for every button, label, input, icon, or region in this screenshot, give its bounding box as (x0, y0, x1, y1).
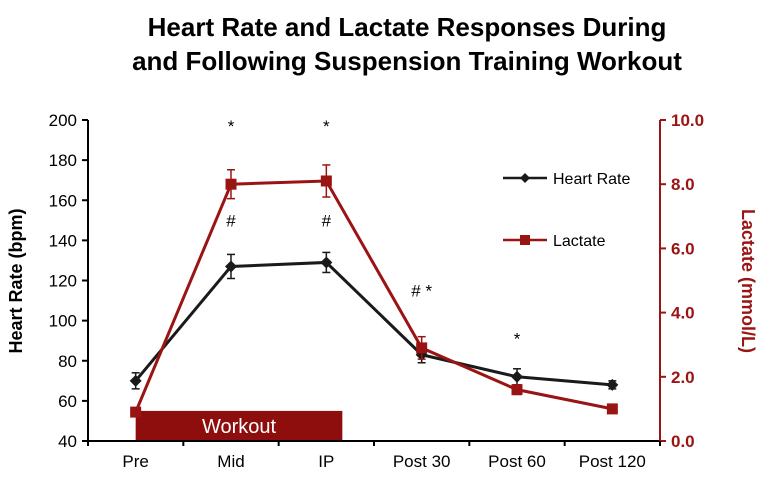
data-point-marker (225, 178, 237, 190)
data-point-marker (320, 175, 332, 187)
legend-label: Heart Rate (553, 171, 630, 188)
annotation-text: # * (411, 282, 432, 301)
annotation-text: * (323, 117, 330, 136)
left-axis-tick-label: 120 (49, 272, 77, 291)
left-axis-tick-label: 40 (58, 432, 77, 451)
data-point-marker (320, 256, 333, 269)
right-axis-tick-label: 0.0 (671, 432, 695, 451)
x-axis-tick-label: IP (318, 452, 334, 471)
data-point-marker (606, 378, 619, 391)
annotation-text: * (514, 330, 521, 349)
data-point-marker (511, 384, 523, 396)
left-axis-tick-label: 180 (49, 151, 77, 170)
chart-title-line1: Heart Rate and Lactate Responses During (148, 12, 667, 42)
right-axis-tick-label: 8.0 (671, 175, 695, 194)
x-axis-tick-label: Post 30 (393, 452, 451, 471)
annotation-text: # (322, 211, 332, 230)
right-axis-tick-label: 6.0 (671, 239, 695, 258)
left-axis-tick-label: 200 (49, 111, 77, 130)
chart-legend: Heart Rate Lactate (503, 171, 630, 250)
right-axis-tick-label: 2.0 (671, 368, 695, 387)
left-axis-title: Heart Rate (bpm) (6, 208, 26, 353)
left-axis-tick-label: 60 (58, 392, 77, 411)
x-axis-tick-label: Mid (217, 452, 244, 471)
left-axis-tick-label: 140 (49, 231, 77, 250)
x-axis-tick-label: Post 120 (579, 452, 646, 471)
data-point-marker (129, 374, 142, 387)
left-axis-tick-label: 160 (49, 191, 77, 210)
axes: 40 60 80 100 120 140 160 180 200 0.0 2.0 4.0 6.0 8.0 1… (49, 111, 704, 471)
left-axis-tick-label: 80 (58, 352, 77, 371)
legend-label: Lactate (553, 233, 606, 250)
workout-band-label: Workout (202, 416, 277, 438)
legend-entry-heart-rate: Heart Rate (503, 171, 630, 188)
data-point-marker (606, 403, 618, 415)
legend-marker (520, 235, 530, 245)
chart-title-line2: and Following Suspension Training Workou… (132, 46, 682, 76)
series-lactate (130, 164, 618, 418)
annotation-text: # (226, 211, 236, 230)
right-axis-tick-label: 4.0 (671, 304, 695, 323)
x-axis-tick-label: Pre (122, 452, 148, 471)
data-point-marker (130, 406, 142, 418)
significance-annotations: * * # # # * * (226, 117, 520, 349)
plot-area: Workout 40 60 80 100 120 140 160 180 200 0.0 2.0 4.0… (49, 111, 704, 471)
data-point-marker (511, 370, 523, 383)
workout-band: Workout (135, 410, 343, 440)
right-axis-tick-label: 10.0 (671, 111, 704, 130)
series-heart-rate (129, 251, 619, 391)
legend-marker (520, 173, 530, 183)
right-axis-title: Lactate (mmol/L) (738, 209, 758, 353)
left-axis-tick-label: 100 (49, 312, 77, 331)
data-point-marker (225, 260, 237, 273)
data-point-marker (416, 342, 428, 354)
annotation-text: * (228, 117, 235, 136)
legend-entry-lactate: Lactate (503, 233, 606, 250)
x-axis-tick-label: Post 60 (488, 452, 546, 471)
